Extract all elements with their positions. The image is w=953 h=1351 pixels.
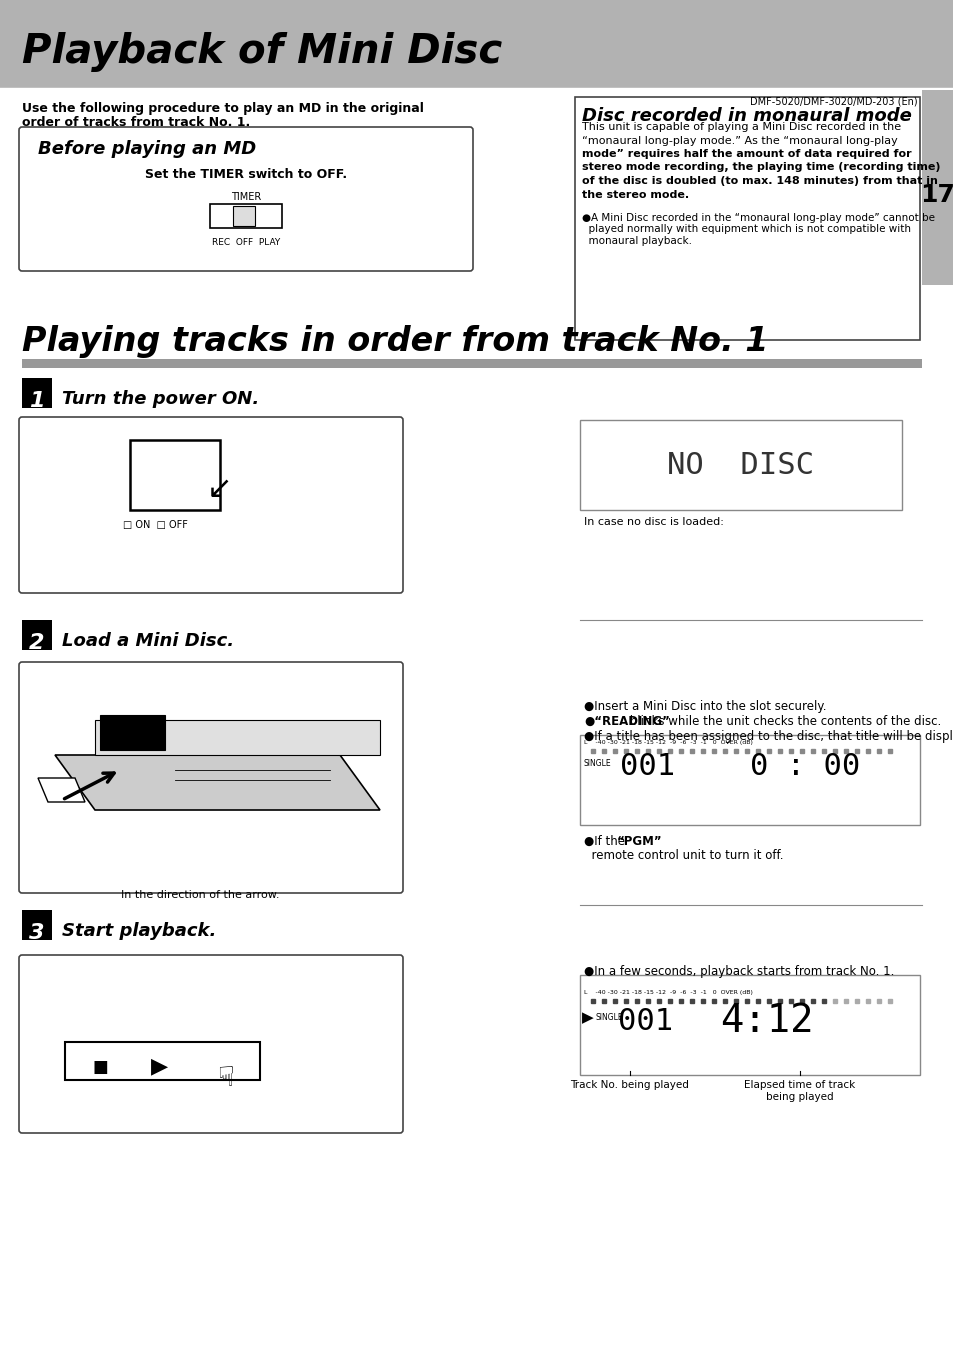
Text: Turn the power ON.: Turn the power ON.: [62, 390, 259, 408]
Text: ●In a few seconds, playback starts from track No. 1.: ●In a few seconds, playback starts from …: [583, 965, 893, 978]
Text: ↙: ↙: [207, 476, 233, 504]
Text: the stereo mode.: the stereo mode.: [581, 189, 688, 200]
Text: ▶: ▶: [581, 1011, 593, 1025]
Text: Use the following procedure to play an MD in the original: Use the following procedure to play an M…: [22, 101, 423, 115]
Text: L    -40 -30 -21 -18 -15 -12  -9  -6  -3  -1   0  OVER (dB): L -40 -30 -21 -18 -15 -12 -9 -6 -3 -1 0 …: [583, 990, 752, 994]
Text: TIMER: TIMER: [231, 192, 261, 203]
Text: ●If a title has been assigned to the disc, that title will be displayed.: ●If a title has been assigned to the dis…: [583, 730, 953, 743]
Text: blinks while the unit checks the contents of the disc.: blinks while the unit checks the content…: [626, 715, 941, 728]
Text: 001: 001: [618, 1006, 673, 1036]
FancyBboxPatch shape: [19, 662, 402, 893]
Text: In the direction of the arrow.: In the direction of the arrow.: [121, 890, 279, 900]
Text: ●“READING”: ●“READING”: [583, 715, 669, 728]
Text: 17: 17: [920, 182, 953, 207]
Text: ■: ■: [92, 1058, 108, 1075]
Text: 1: 1: [30, 390, 45, 411]
FancyBboxPatch shape: [19, 955, 402, 1133]
Polygon shape: [95, 720, 379, 755]
FancyBboxPatch shape: [0, 0, 953, 88]
FancyBboxPatch shape: [19, 127, 473, 272]
Text: Before playing an MD: Before playing an MD: [38, 141, 256, 158]
Text: 0 : 00: 0 : 00: [749, 753, 860, 781]
Text: Elapsed time of track
being played: Elapsed time of track being played: [743, 1079, 855, 1101]
FancyBboxPatch shape: [22, 911, 52, 940]
Text: 4:12: 4:12: [720, 1002, 813, 1040]
Text: Load a Mini Disc.: Load a Mini Disc.: [62, 632, 233, 650]
Text: 2: 2: [30, 634, 45, 653]
Text: 001: 001: [619, 753, 675, 781]
Text: stereo mode recording, the playing time (recording time): stereo mode recording, the playing time …: [581, 162, 940, 173]
Text: remote control unit to turn it off.: remote control unit to turn it off.: [583, 848, 782, 862]
FancyBboxPatch shape: [210, 204, 282, 228]
Text: of the disc is doubled (to max. 148 minutes) from that in: of the disc is doubled (to max. 148 minu…: [581, 176, 937, 186]
Text: SINGLE: SINGLE: [596, 1013, 623, 1021]
Text: ●Insert a Mini Disc into the slot securely.: ●Insert a Mini Disc into the slot secure…: [583, 700, 825, 713]
FancyBboxPatch shape: [921, 91, 953, 285]
Text: “PGM”: “PGM”: [616, 835, 661, 848]
FancyBboxPatch shape: [65, 1042, 260, 1079]
FancyBboxPatch shape: [575, 97, 919, 340]
Text: NO  DISC: NO DISC: [667, 450, 814, 480]
Text: ☟: ☟: [216, 1065, 233, 1092]
FancyBboxPatch shape: [579, 420, 901, 509]
FancyBboxPatch shape: [22, 620, 52, 650]
FancyBboxPatch shape: [579, 975, 919, 1075]
Text: □ ON  □ OFF: □ ON □ OFF: [122, 520, 187, 530]
FancyBboxPatch shape: [22, 359, 921, 367]
Text: POWER: POWER: [147, 453, 183, 462]
Text: Playing tracks in order from track No. 1: Playing tracks in order from track No. 1: [22, 326, 768, 358]
FancyBboxPatch shape: [100, 715, 165, 750]
Text: SINGLE: SINGLE: [583, 759, 611, 767]
FancyBboxPatch shape: [22, 378, 52, 408]
Text: Disc recorded in monaural mode: Disc recorded in monaural mode: [581, 107, 911, 126]
Polygon shape: [55, 755, 379, 811]
Text: Start playback.: Start playback.: [62, 921, 216, 940]
Text: In case no disc is loaded:: In case no disc is loaded:: [583, 517, 723, 527]
Text: ●If the: ●If the: [583, 835, 628, 848]
FancyBboxPatch shape: [130, 440, 220, 509]
Text: mode” requires half the amount of data required for: mode” requires half the amount of data r…: [581, 149, 911, 159]
Text: ●A Mini Disc recorded in the “monaural long-play mode” cannot be: ●A Mini Disc recorded in the “monaural l…: [581, 213, 934, 223]
Text: ▶: ▶: [152, 1056, 169, 1075]
Text: order of tracks from track No. 1.: order of tracks from track No. 1.: [22, 116, 250, 128]
Text: Track No. being played: Track No. being played: [570, 1079, 689, 1090]
Text: Set the TIMER switch to OFF.: Set the TIMER switch to OFF.: [145, 168, 347, 181]
Text: DMF-5020/DMF-3020/MD-203 (En): DMF-5020/DMF-3020/MD-203 (En): [750, 97, 917, 107]
Text: REC  OFF  PLAY: REC OFF PLAY: [212, 238, 280, 247]
FancyBboxPatch shape: [233, 205, 254, 226]
Polygon shape: [38, 778, 85, 802]
FancyBboxPatch shape: [579, 735, 919, 825]
Text: This unit is capable of playing a Mini Disc recorded in the: This unit is capable of playing a Mini D…: [581, 122, 901, 132]
Text: 3: 3: [30, 923, 45, 943]
FancyBboxPatch shape: [19, 417, 402, 593]
Text: played normally with equipment which is not compatible with: played normally with equipment which is …: [581, 224, 910, 235]
Text: “monaural long-play mode.” As the “monaural long-play: “monaural long-play mode.” As the “monau…: [581, 135, 897, 146]
Text: Playback of Mini Disc: Playback of Mini Disc: [22, 32, 501, 72]
Text: L    -40 -30 -21 -18 -15 -12  -9  -6  -3  -1   0  OVER (dB): L -40 -30 -21 -18 -15 -12 -9 -6 -3 -1 0 …: [583, 740, 752, 744]
Text: monaural playback.: monaural playback.: [581, 236, 691, 246]
